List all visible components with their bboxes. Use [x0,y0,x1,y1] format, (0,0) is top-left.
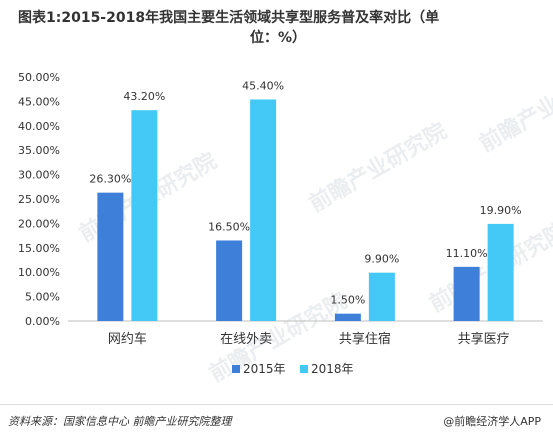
bar-2015年-共享医疗 [453,266,480,321]
footer: 资料来源：国家信息中心 前瞻产业研究院整理 @前瞻经济学人APP [0,404,553,441]
brand-credit: @前瞻经济学人APP [443,415,541,428]
data-label: 45.40% [242,79,284,92]
y-tick-label: 50.00% [18,71,60,84]
legend-swatch [300,365,308,373]
data-label: 43.20% [123,90,165,103]
y-tick-label: 15.00% [18,242,60,255]
legend-label: 2018年 [311,362,354,376]
y-tick-label: 35.00% [18,144,60,157]
y-tick-label: 0.00% [25,315,60,328]
source-note: 资料来源：国家信息中心 前瞻产业研究院整理 [8,415,232,428]
y-tick-label: 25.00% [18,193,60,206]
y-tick-label: 20.00% [18,217,60,230]
bar-2018年-共享医疗 [487,223,514,321]
data-labels: 26.30% 16.50% 1.50% 11.10% 43.20% 45.40% 9.90%… [89,79,521,306]
legend: 2015年 2018年 [232,362,354,376]
bar-2015年-共享住宿 [334,313,361,321]
chart-title: 图表1:2015-2018年我国主要生活领域共享型服务普及率对比（单 位：%） [18,8,538,48]
bar-chart: 0.00% 5.00% 10.00% 15.00% 20.00% 25.00% 30.00%… [18,71,543,376]
x-tick-label: 在线外卖 [220,332,272,347]
legend-label: 2015年 [243,362,286,376]
bar-2015年-在线外卖 [216,240,243,321]
chart-title-line-2: 位：%） [249,30,307,46]
bar-2018年-共享住宿 [368,272,395,321]
bar-2018年-网约车 [131,110,158,322]
data-label: 9.90% [364,253,399,266]
x-tick-label: 共享医疗 [458,331,510,347]
y-tick-label: 45.00% [18,95,60,108]
data-label: 1.50% [330,294,365,307]
x-axis: 网约车 在线外卖 共享住宿 共享医疗 [68,320,543,347]
legend-swatch [232,365,240,373]
y-tick-label: 5.00% [25,291,60,304]
bar-2018年-在线外卖 [250,99,277,321]
y-tick-label: 10.00% [18,266,60,279]
data-label: 11.10% [446,247,488,260]
chart-title-line-1: 图表1:2015-2018年我国主要生活领域共享型服务普及率对比（单 [18,10,440,26]
x-tick-label: 网约车 [108,331,147,347]
data-label: 26.30% [89,173,131,186]
y-axis: 0.00% 5.00% 10.00% 15.00% 20.00% 25.00% 30.00%… [18,71,60,328]
y-tick-label: 30.00% [18,169,60,182]
y-tick-label: 40.00% [18,120,60,133]
data-label: 16.50% [208,220,250,233]
x-tick-label: 共享住宿 [339,331,391,347]
data-label: 19.90% [480,204,522,217]
bar-2015年-网约车 [97,192,124,321]
bars [97,99,514,322]
